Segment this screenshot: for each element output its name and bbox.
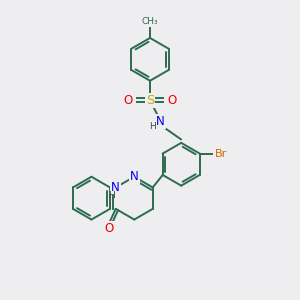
Text: CH₃: CH₃ <box>142 17 158 26</box>
Text: Br: Br <box>214 148 227 159</box>
Text: O: O <box>167 94 177 106</box>
Text: O: O <box>105 222 114 235</box>
Text: N: N <box>156 115 165 128</box>
Text: N: N <box>130 170 139 183</box>
Text: S: S <box>146 94 154 106</box>
Text: H: H <box>149 122 156 131</box>
Text: N: N <box>111 181 120 194</box>
Text: H: H <box>108 191 115 200</box>
Text: O: O <box>123 94 133 106</box>
